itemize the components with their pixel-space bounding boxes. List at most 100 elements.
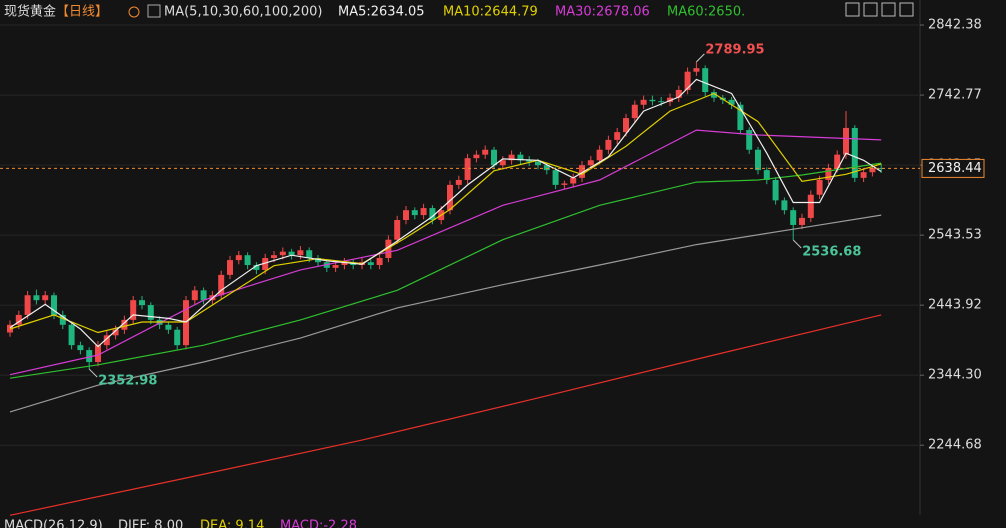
macd-diff: DIFF: 8.00 bbox=[118, 519, 183, 528]
y-tick-label: 2842.38 bbox=[928, 18, 982, 33]
candle-body bbox=[341, 262, 348, 266]
candle-body bbox=[253, 265, 260, 270]
ma-label: MA60:2650. bbox=[667, 5, 745, 20]
candle-body bbox=[385, 239, 392, 258]
header: 现货黄金 【日线】 MA(5,10,30,60,100,200) MA5:263… bbox=[4, 2, 914, 20]
candle-body bbox=[711, 92, 717, 98]
candle-body bbox=[218, 274, 225, 296]
candle-body bbox=[33, 295, 40, 301]
candle-body bbox=[755, 149, 761, 171]
candle-body bbox=[543, 165, 550, 171]
candle-body bbox=[482, 149, 489, 155]
candle-body bbox=[464, 158, 471, 180]
ma-label: MA5:2634.05 bbox=[338, 5, 425, 20]
candle-body bbox=[526, 160, 533, 162]
footer: MACD(26,12,9) DIFF: 8.00 DEA: 9.14 MACD:… bbox=[4, 519, 357, 528]
ma-icon[interactable] bbox=[147, 4, 161, 18]
last-price-box bbox=[921, 158, 985, 178]
candle-body bbox=[860, 172, 867, 178]
candle-body bbox=[491, 149, 497, 166]
candle-body bbox=[86, 350, 93, 363]
candle-body bbox=[174, 329, 181, 346]
candle-body bbox=[517, 154, 524, 161]
ma-line bbox=[9, 214, 882, 413]
candle-body bbox=[15, 314, 22, 325]
candle-body bbox=[139, 300, 145, 306]
candle-body bbox=[420, 208, 427, 216]
candle-body bbox=[834, 154, 841, 169]
candle-body bbox=[403, 210, 409, 221]
candle-body bbox=[737, 104, 744, 131]
last-price-label: 2638.44 bbox=[928, 161, 982, 176]
candle-body bbox=[596, 149, 603, 161]
candle-body bbox=[675, 89, 682, 98]
candle-body bbox=[315, 257, 321, 263]
candle-body bbox=[59, 314, 66, 325]
candle-body bbox=[297, 250, 304, 256]
candle-body bbox=[112, 329, 119, 336]
y-tick-label: 2543.53 bbox=[928, 228, 982, 243]
candle-body bbox=[455, 179, 462, 185]
period: 【日线】 bbox=[56, 5, 108, 20]
plot: 2789.95 2352.98 2536.68 bbox=[0, 24, 920, 516]
candle-body bbox=[394, 220, 401, 240]
macd-value: MACD:-2.28 bbox=[280, 519, 357, 528]
candle-body bbox=[244, 255, 251, 266]
candle-body bbox=[763, 170, 770, 180]
candle-body bbox=[623, 118, 629, 133]
tool-button[interactable] bbox=[881, 2, 896, 17]
candle-body bbox=[288, 251, 295, 256]
candle-body bbox=[790, 210, 797, 225]
candle-body bbox=[587, 160, 594, 166]
candle-body bbox=[851, 127, 858, 178]
ma-line bbox=[9, 162, 882, 379]
candle-body bbox=[728, 99, 735, 105]
candle-body bbox=[411, 210, 418, 216]
candle-body bbox=[684, 71, 691, 90]
y-tick-label: 2443.92 bbox=[928, 298, 982, 313]
y-tick-label: 2742.77 bbox=[928, 88, 982, 103]
candle-body bbox=[473, 154, 480, 159]
candle-body bbox=[306, 250, 313, 258]
candle-body bbox=[825, 168, 832, 180]
candle-body bbox=[262, 257, 269, 270]
candle-body bbox=[816, 179, 823, 195]
tool-button[interactable] bbox=[863, 2, 878, 17]
candle-body bbox=[570, 177, 577, 184]
candle-body bbox=[649, 99, 656, 102]
candle-body bbox=[605, 139, 612, 150]
candle-body bbox=[869, 168, 876, 173]
candle-body bbox=[51, 295, 57, 315]
candle-body bbox=[429, 208, 436, 221]
candle-body bbox=[799, 217, 805, 225]
ma-line bbox=[9, 78, 882, 348]
candle-body bbox=[631, 104, 638, 119]
candle-body bbox=[42, 295, 49, 301]
indicator: MA(5,10,30,60,100,200) bbox=[164, 5, 322, 20]
candle-body bbox=[561, 183, 568, 185]
annotation-leader bbox=[792, 239, 802, 249]
candle-body bbox=[165, 324, 172, 330]
candle-body bbox=[508, 154, 515, 161]
instrument-title: 现货黄金 bbox=[4, 4, 56, 20]
candle-body bbox=[227, 260, 233, 275]
candle-body bbox=[376, 257, 383, 266]
tool-button[interactable] bbox=[845, 2, 860, 17]
candle-body bbox=[667, 97, 673, 102]
candle-body bbox=[271, 255, 277, 258]
candle-body bbox=[579, 165, 585, 178]
candle-body bbox=[843, 127, 849, 155]
annotation-leader bbox=[696, 53, 705, 63]
ma-label: MA10:2644.79 bbox=[443, 5, 538, 20]
candle-body bbox=[332, 265, 339, 268]
y-tick-label: 2244.68 bbox=[928, 438, 982, 453]
ma-line bbox=[9, 129, 882, 376]
candle-body bbox=[24, 295, 31, 315]
tool-button[interactable] bbox=[899, 2, 914, 17]
settings-icon[interactable] bbox=[128, 6, 140, 18]
candle-body bbox=[746, 130, 753, 150]
candle-body bbox=[772, 179, 779, 201]
